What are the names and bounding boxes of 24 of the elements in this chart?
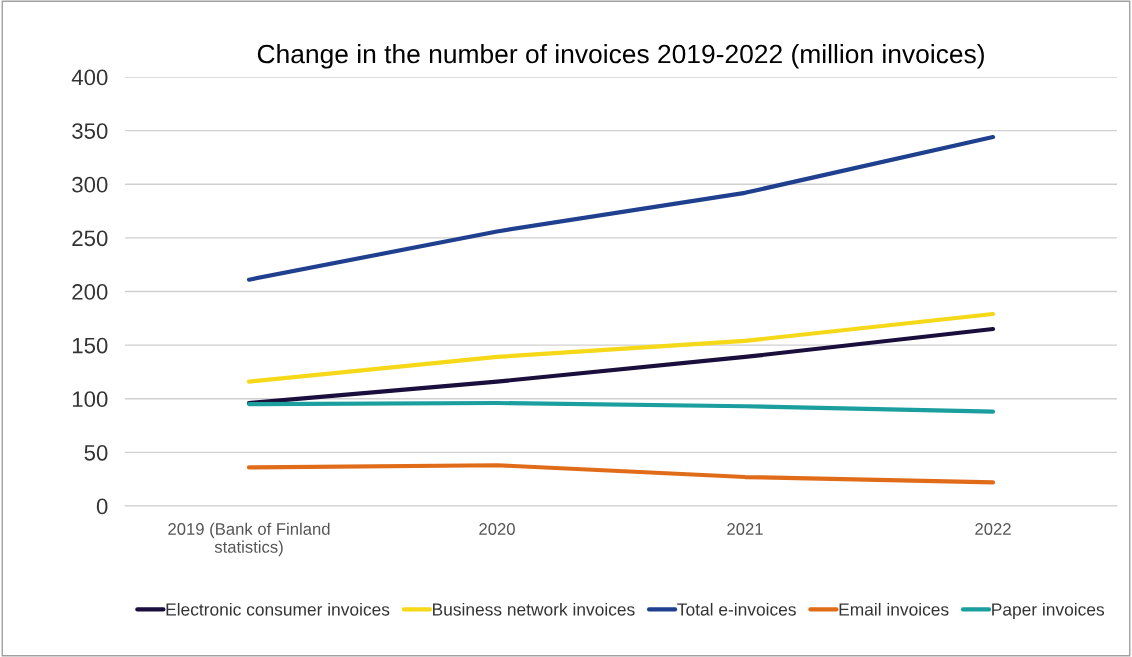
x-tick-label: 2022 [975,523,1011,535]
line-series [246,463,996,485]
legend-label: Email invoices [839,602,949,616]
legend-label: Total e-invoices [677,602,796,616]
y-tick-label: 300 [72,176,108,193]
chart-title: Change in the number of invoices 2019-2022 (million invoices) [257,43,984,69]
y-tick-label: 350 [72,123,108,139]
line-series [246,400,996,414]
legend-label: Electronic consumer invoices [166,602,390,616]
x-tick-label: 2021 [727,523,763,535]
x-tick-label: 2019 (Bank of Finland statistics) [168,522,330,557]
y-tick-label: 100 [72,391,108,408]
legend-label: Paper invoices [992,602,1105,620]
line-series [246,326,996,406]
y-tick-label: 400 [71,69,108,86]
y-tick-label: 250 [72,230,108,247]
y-tick-label: 50 [84,444,108,461]
line-series [246,311,996,384]
x-tick-label: 2020 [479,523,515,535]
y-tick-label: 150 [72,337,108,354]
y-tick-label: 0 [96,498,108,515]
legend-label: Business network invoices [433,602,635,616]
line-series [246,134,996,282]
y-tick-label: 200 [72,284,108,300]
